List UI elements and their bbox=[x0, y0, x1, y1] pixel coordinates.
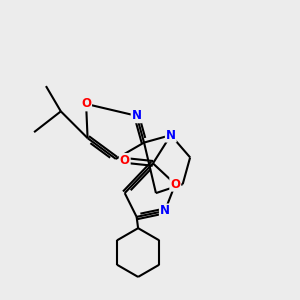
Text: O: O bbox=[81, 98, 91, 110]
Text: O: O bbox=[170, 178, 180, 191]
Text: O: O bbox=[120, 154, 130, 167]
Text: N: N bbox=[160, 204, 170, 218]
Text: N: N bbox=[132, 109, 142, 122]
Text: N: N bbox=[166, 129, 176, 142]
